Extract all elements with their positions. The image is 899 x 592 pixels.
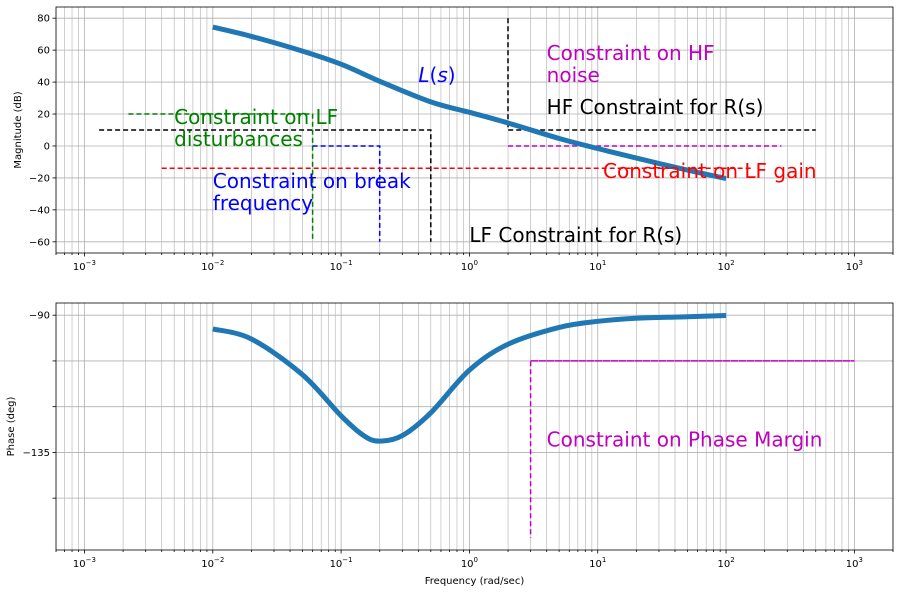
- y-tick-label: 60: [37, 46, 50, 57]
- constraint-line: [99, 129, 432, 242]
- annotations: Constraint on Phase Margin: [547, 427, 823, 451]
- y-tick-label: −135: [23, 448, 50, 459]
- y-axis: −90 −135: [23, 311, 56, 499]
- x-tick-label: 10−1: [330, 259, 353, 273]
- x-tick-label: 103: [846, 556, 863, 570]
- annotation: HF Constraint for R(s): [547, 95, 764, 119]
- annotation: L(s): [418, 63, 455, 87]
- constraint-line: [529, 360, 855, 538]
- axes-frame: [55, 6, 894, 254]
- x-axis-label: Frequency (rad/sec): [425, 576, 525, 587]
- annotation: Constraint on Phase Margin: [547, 427, 823, 451]
- plot-area: [99, 18, 816, 242]
- x-tick-label: 10−3: [73, 259, 96, 273]
- x-tick-label: 102: [717, 259, 734, 273]
- x-tick-label: 101: [589, 259, 606, 273]
- annotation: Constraint on LF disturbances: [174, 105, 338, 151]
- x-tick-label: 103: [846, 259, 863, 273]
- constraint-line: [128, 113, 314, 242]
- y-tick-label: 40: [37, 78, 50, 89]
- constraint-line: [312, 145, 381, 242]
- x-axis: 10−3 10−2 10−1 100 101 102 103: [55, 253, 894, 273]
- axes-frame: [55, 302, 894, 551]
- y-tick-label: 20: [37, 110, 50, 121]
- y-axis-label: Phase (deg): [6, 397, 17, 457]
- x-tick-label: 102: [717, 556, 734, 570]
- x-tick-label: 100: [461, 259, 478, 273]
- series-line-L: [212, 24, 727, 182]
- x-tick-label: 10−3: [73, 556, 96, 570]
- y-tick-label: −60: [29, 237, 50, 248]
- constraint-line: [507, 18, 816, 131]
- plot-area: [212, 313, 855, 538]
- y-tick-label: −90: [29, 311, 50, 322]
- annotation: Constraint on break frequency: [213, 169, 411, 215]
- y-tick-label: −20: [29, 173, 50, 184]
- x-tick-label: 10−2: [201, 259, 224, 273]
- phase-panel: 10−3 10−2 10−1 100 101 102 103 −90 −135 Phase (de…: [6, 302, 894, 587]
- y-tick-label: 0: [44, 141, 50, 152]
- y-axis-label: Magnitude (dB): [13, 91, 24, 168]
- x-tick-label: 101: [589, 556, 606, 570]
- annotation: Constraint on HF noise: [547, 41, 715, 87]
- annotation: Constraint on LF gain: [603, 159, 817, 183]
- x-tick-label: 10−2: [201, 556, 224, 570]
- annotation: LF Constraint for R(s): [469, 223, 682, 247]
- x-tick-label: 100: [461, 556, 478, 570]
- y-tick-label: 80: [37, 14, 50, 25]
- x-tick-label: 10−1: [330, 556, 353, 570]
- x-axis: 10−3 10−2 10−1 100 101 102 103: [55, 550, 894, 570]
- grid: [56, 303, 893, 550]
- series-line-L: [212, 313, 727, 444]
- y-axis: −60 −40 −20 0 20 40 60 80: [29, 14, 56, 248]
- annotations: L(s) Constraint on HF noise HF Constraint f…: [174, 41, 816, 247]
- y-tick-label: −40: [29, 205, 50, 216]
- magnitude-panel: 10−3 10−2 10−1 100 101 102 103 −60 −40 −20 0 20 40 60…: [13, 6, 894, 273]
